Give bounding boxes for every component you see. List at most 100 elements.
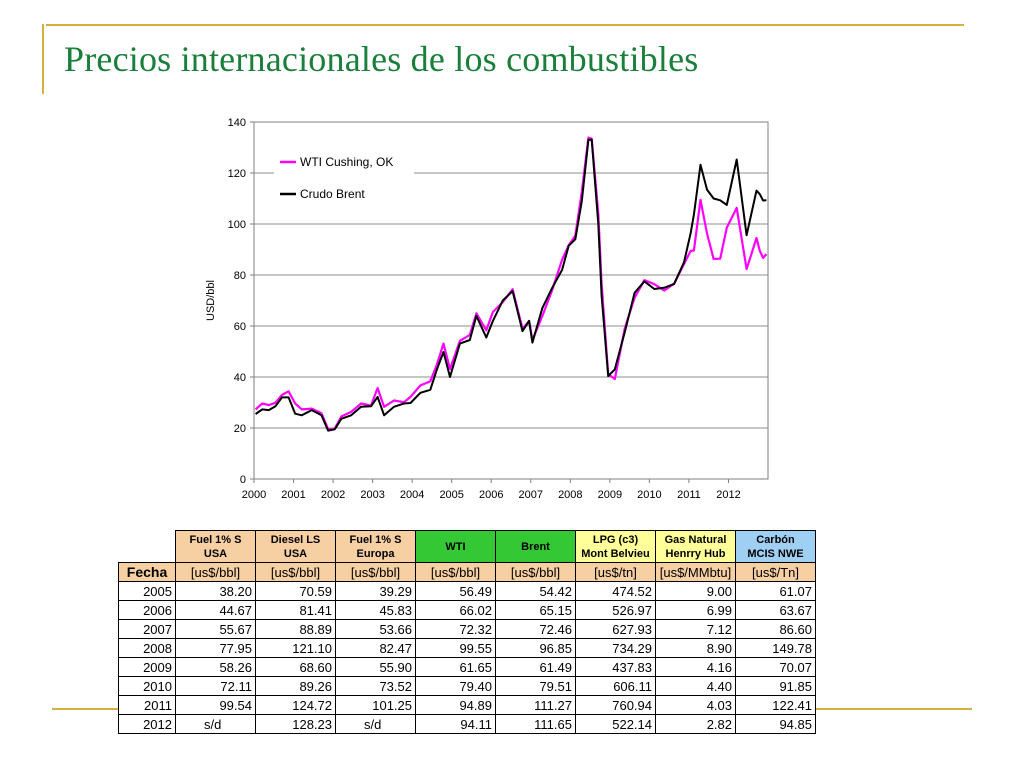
y-tick-label: 40 xyxy=(234,372,246,384)
year-cell: 2008 xyxy=(118,638,176,658)
value-cell: 526.97 xyxy=(575,600,656,620)
fuel-price-table: Fuel 1% S USA Diesel LS USA Fuel 1% S Europ… xyxy=(118,530,816,734)
value-cell: 734.29 xyxy=(575,638,656,658)
value-cell: 6.99 xyxy=(655,600,736,620)
x-tick-label: 2012 xyxy=(716,489,740,501)
header-wti: WTI xyxy=(415,530,496,563)
unit-cell: [us$/bbl] xyxy=(415,562,496,582)
x-tick-label: 2011 xyxy=(677,489,701,501)
value-cell: 65.15 xyxy=(495,600,576,620)
value-cell: 70.07 xyxy=(735,657,816,677)
value-cell: 99.55 xyxy=(415,638,496,658)
value-cell: 55.67 xyxy=(175,619,256,639)
header-carbon: Carbón MCIS NWE xyxy=(735,530,816,563)
unit-cell: [us$/MMbtu] xyxy=(655,562,736,582)
chart-series xyxy=(254,136,768,432)
y-tick-label: 80 xyxy=(234,270,246,282)
legend-label: WTI Cushing, OK xyxy=(300,155,393,169)
value-cell: 760.94 xyxy=(575,695,656,715)
value-cell: 73.52 xyxy=(335,676,416,696)
value-cell: 94.11 xyxy=(415,714,496,734)
value-cell: 111.27 xyxy=(495,695,576,715)
value-cell: 79.51 xyxy=(495,676,576,696)
value-cell: 121.10 xyxy=(255,638,336,658)
value-cell: 88.89 xyxy=(255,619,336,639)
frame-left-line xyxy=(42,24,44,94)
value-cell: 72.11 xyxy=(175,676,256,696)
value-cell: 86.60 xyxy=(735,619,816,639)
table-row: 2008 77.95 121.10 82.47 99.55 96.85 734.29 8.90… xyxy=(118,638,816,658)
y-tick-label: 20 xyxy=(234,423,246,435)
fecha-header-cell: Fecha xyxy=(118,562,176,582)
value-cell: 474.52 xyxy=(575,581,656,601)
header-diesel-usa: Diesel LS USA xyxy=(255,530,336,563)
x-tick-label: 2009 xyxy=(598,489,622,501)
value-cell: 61.65 xyxy=(415,657,496,677)
x-tick-label: 2007 xyxy=(519,489,543,501)
value-cell: 111.65 xyxy=(495,714,576,734)
x-tick-label: 2005 xyxy=(439,489,463,501)
x-tick-label: 2003 xyxy=(360,489,384,501)
value-cell: s/d xyxy=(175,714,256,734)
value-cell: 101.25 xyxy=(335,695,416,715)
year-cell: 2010 xyxy=(118,676,176,696)
value-cell: 39.29 xyxy=(335,581,416,601)
value-cell: 9.00 xyxy=(655,581,736,601)
value-cell: 94.85 xyxy=(735,714,816,734)
value-cell: 99.54 xyxy=(175,695,256,715)
frame-top-line xyxy=(46,24,964,26)
x-axis-ticks: 2000 2001 2002 2003 2004 2005 2006 2007 2008 2009… xyxy=(242,479,741,501)
value-cell: 58.26 xyxy=(175,657,256,677)
year-cell: 2007 xyxy=(118,619,176,639)
legend-label: Crudo Brent xyxy=(300,187,365,201)
table-row: 2012 s/d 128.23 s/d 94.11 111.65 522.14 2.82 94.… xyxy=(118,714,816,734)
y-axis-label: USD/bbl xyxy=(205,280,217,321)
table-body: Fecha [us$/bbl] [us$/bbl] [us$/bbl] [us$… xyxy=(118,562,816,734)
value-cell: 72.32 xyxy=(415,619,496,639)
y-tick-label: 140 xyxy=(228,117,246,129)
value-cell: 53.66 xyxy=(335,619,416,639)
value-cell: 4.40 xyxy=(655,676,736,696)
value-cell: 61.07 xyxy=(735,581,816,601)
value-cell: 82.47 xyxy=(335,638,416,658)
series-line-brent xyxy=(255,138,767,432)
value-cell: 38.20 xyxy=(175,581,256,601)
value-cell: 94.89 xyxy=(415,695,496,715)
value-cell: 61.49 xyxy=(495,657,576,677)
value-cell: 70.59 xyxy=(255,581,336,601)
slide-title: Precios internacionales de los combustib… xyxy=(64,39,699,79)
x-tick-label: 2010 xyxy=(637,489,661,501)
header-fuel-usa: Fuel 1% S USA xyxy=(175,530,256,563)
value-cell: 89.26 xyxy=(255,676,336,696)
year-cell: 2011 xyxy=(118,695,176,715)
header-lpg: LPG (c3) Mont Belvieu xyxy=(575,530,656,563)
year-cell: 2009 xyxy=(118,657,176,677)
y-tick-label: 120 xyxy=(228,168,246,180)
x-tick-label: 2000 xyxy=(242,489,266,501)
value-cell: 122.41 xyxy=(735,695,816,715)
value-cell: 2.82 xyxy=(655,714,736,734)
value-cell: 79.40 xyxy=(415,676,496,696)
x-tick-label: 2008 xyxy=(558,489,582,501)
chart-legend: WTI Cushing, OK Crudo Brent xyxy=(274,148,414,214)
table-units-row: Fecha [us$/bbl] [us$/bbl] [us$/bbl] [us$… xyxy=(118,562,816,582)
value-cell: 56.49 xyxy=(415,581,496,601)
value-cell: 7.12 xyxy=(655,619,736,639)
unit-cell: [us$/Tn] xyxy=(735,562,816,582)
y-tick-label: 0 xyxy=(240,474,246,486)
value-cell: 66.02 xyxy=(415,600,496,620)
value-cell: 63.67 xyxy=(735,600,816,620)
y-axis-ticks: 0 20 40 60 80 100 120 140 xyxy=(228,117,254,486)
y-tick-label: 60 xyxy=(234,321,246,333)
value-cell: 149.78 xyxy=(735,638,816,658)
value-cell: 72.46 xyxy=(495,619,576,639)
year-cell: 2006 xyxy=(118,600,176,620)
value-cell: 77.95 xyxy=(175,638,256,658)
year-cell: 2005 xyxy=(118,581,176,601)
unit-cell: [us$/bbl] xyxy=(175,562,256,582)
value-cell: 4.16 xyxy=(655,657,736,677)
value-cell: 627.93 xyxy=(575,619,656,639)
table-corner xyxy=(118,530,176,563)
value-cell: 96.85 xyxy=(495,638,576,658)
